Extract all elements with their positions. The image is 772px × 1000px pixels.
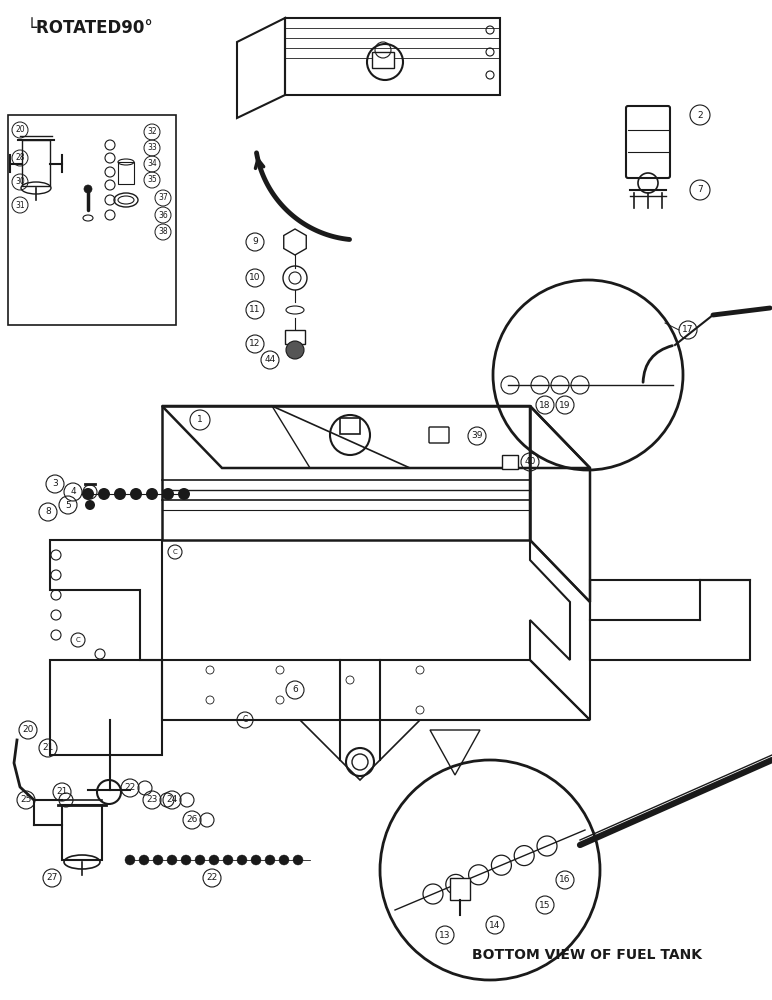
Circle shape xyxy=(84,185,92,193)
Circle shape xyxy=(293,855,303,865)
Text: C: C xyxy=(173,549,178,555)
FancyBboxPatch shape xyxy=(450,878,470,900)
Circle shape xyxy=(251,855,261,865)
Text: 33: 33 xyxy=(147,143,157,152)
Text: 20: 20 xyxy=(22,726,34,734)
Circle shape xyxy=(162,488,174,500)
FancyBboxPatch shape xyxy=(22,140,50,186)
Circle shape xyxy=(98,488,110,500)
Text: 36: 36 xyxy=(158,211,168,220)
Text: 5: 5 xyxy=(65,500,71,510)
FancyBboxPatch shape xyxy=(8,115,176,325)
Text: 25: 25 xyxy=(20,796,32,804)
Text: 23: 23 xyxy=(147,796,157,804)
Circle shape xyxy=(209,855,219,865)
Text: 40: 40 xyxy=(524,458,536,466)
FancyBboxPatch shape xyxy=(626,106,670,178)
Text: 28: 28 xyxy=(15,153,25,162)
Text: 27: 27 xyxy=(46,874,58,882)
Circle shape xyxy=(139,855,149,865)
Text: 6: 6 xyxy=(292,686,298,694)
Circle shape xyxy=(223,855,233,865)
Circle shape xyxy=(195,855,205,865)
Text: 35: 35 xyxy=(147,176,157,184)
FancyBboxPatch shape xyxy=(62,805,102,860)
Text: 8: 8 xyxy=(45,508,51,516)
FancyBboxPatch shape xyxy=(372,52,394,68)
Circle shape xyxy=(114,488,126,500)
Text: 21: 21 xyxy=(56,788,68,796)
Circle shape xyxy=(265,855,275,865)
Text: 15: 15 xyxy=(540,900,550,910)
FancyBboxPatch shape xyxy=(429,427,449,443)
Text: 14: 14 xyxy=(489,920,501,930)
Text: 37: 37 xyxy=(158,194,168,202)
Circle shape xyxy=(85,500,95,510)
Text: 7: 7 xyxy=(697,186,703,194)
Text: 32: 32 xyxy=(147,127,157,136)
Text: 18: 18 xyxy=(540,400,550,410)
Text: 38: 38 xyxy=(158,228,168,236)
Text: 17: 17 xyxy=(682,326,694,334)
Circle shape xyxy=(153,855,163,865)
Text: C: C xyxy=(242,716,248,724)
Text: 1: 1 xyxy=(197,416,203,424)
Text: 34: 34 xyxy=(147,159,157,168)
Text: 20: 20 xyxy=(15,125,25,134)
Text: 30: 30 xyxy=(15,178,25,186)
Text: 22: 22 xyxy=(124,784,136,792)
Circle shape xyxy=(82,488,94,500)
Circle shape xyxy=(178,488,190,500)
Text: 19: 19 xyxy=(559,400,571,410)
Text: └ROTATED90°: └ROTATED90° xyxy=(27,19,154,37)
Circle shape xyxy=(237,855,247,865)
Circle shape xyxy=(130,488,142,500)
Text: 11: 11 xyxy=(249,306,261,314)
FancyBboxPatch shape xyxy=(285,330,305,344)
Text: 39: 39 xyxy=(471,432,482,440)
Text: 24: 24 xyxy=(167,796,178,804)
FancyBboxPatch shape xyxy=(502,455,518,469)
Text: BOTTOM VIEW OF FUEL TANK: BOTTOM VIEW OF FUEL TANK xyxy=(472,948,702,962)
Circle shape xyxy=(286,341,304,359)
Circle shape xyxy=(279,855,289,865)
FancyBboxPatch shape xyxy=(340,418,360,434)
Text: 21: 21 xyxy=(42,744,54,752)
Text: C: C xyxy=(76,637,80,643)
Text: 4: 4 xyxy=(70,488,76,496)
Circle shape xyxy=(181,855,191,865)
Circle shape xyxy=(125,855,135,865)
Text: 16: 16 xyxy=(559,876,571,884)
FancyBboxPatch shape xyxy=(118,162,134,184)
Text: 26: 26 xyxy=(186,816,198,824)
Circle shape xyxy=(167,855,177,865)
Text: 3: 3 xyxy=(52,480,58,488)
Text: 10: 10 xyxy=(249,273,261,282)
Text: 22: 22 xyxy=(206,874,218,882)
Text: 9: 9 xyxy=(252,237,258,246)
Text: 44: 44 xyxy=(264,356,276,364)
Circle shape xyxy=(146,488,158,500)
Text: 13: 13 xyxy=(439,930,451,940)
Text: 31: 31 xyxy=(15,200,25,210)
Text: 2: 2 xyxy=(697,110,703,119)
Text: 12: 12 xyxy=(249,340,261,349)
